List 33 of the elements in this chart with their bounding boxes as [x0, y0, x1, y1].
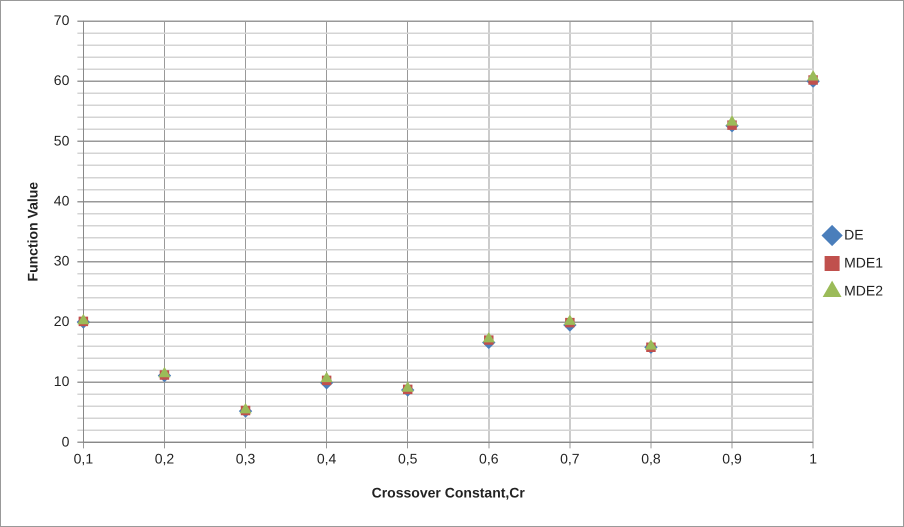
point	[240, 403, 252, 414]
legend-label: DE	[844, 226, 864, 242]
y-tick-label: 30	[54, 252, 70, 269]
point	[645, 340, 657, 350]
y-tick-label: 70	[54, 12, 70, 28]
x-tick-label: 0,8	[641, 450, 661, 467]
legend-label: MDE2	[844, 282, 884, 298]
x-axis-title: Crossover Constant,Cr	[372, 484, 526, 500]
x-tick-label: 0,6	[479, 450, 499, 467]
y-tick-label: 50	[54, 132, 70, 148]
point	[726, 116, 738, 126]
x-tick-label: 0,1	[74, 450, 94, 467]
x-tick-label: 0,7	[560, 450, 580, 467]
x-tick-label: 0,4	[316, 450, 337, 467]
x-tick-label: 0,2	[154, 450, 174, 467]
point	[807, 70, 819, 80]
point	[78, 314, 90, 324]
point	[402, 382, 414, 392]
y-tick-label: 10	[54, 373, 70, 390]
legend-label: MDE1	[844, 254, 884, 270]
y-tick-label: 0	[62, 433, 70, 450]
point	[564, 314, 576, 325]
x-tick-label: 0,3	[236, 450, 256, 467]
y-tick-label: 40	[54, 192, 70, 208]
x-tick-label: 0,9	[722, 450, 742, 467]
x-tick-label: 0,5	[398, 450, 418, 467]
y-tick-label: 20	[54, 312, 70, 329]
point	[158, 367, 170, 378]
x-tick-label: 1	[809, 450, 818, 467]
point	[483, 332, 494, 342]
y-axis-title: Function Value	[24, 182, 40, 282]
y-tick-label: 60	[54, 72, 70, 88]
point	[320, 372, 332, 382]
